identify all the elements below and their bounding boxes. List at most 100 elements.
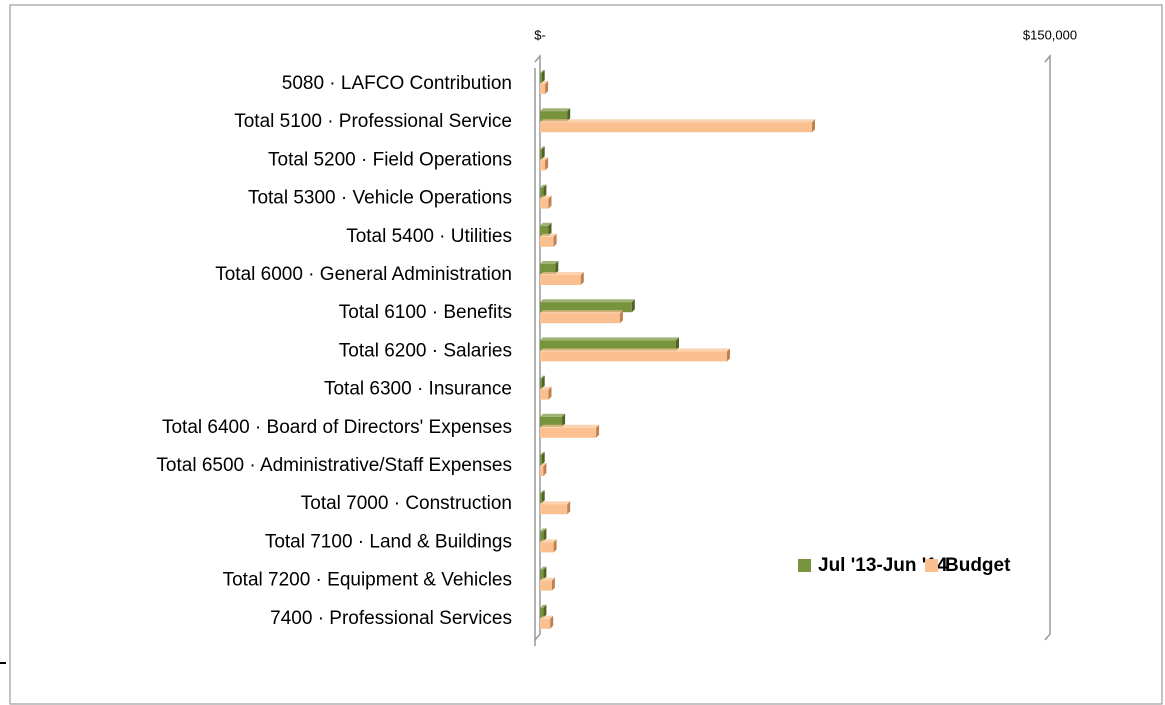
bar xyxy=(540,310,623,324)
bar xyxy=(540,528,547,542)
y-tick-label: Total 5200 · Field Operations xyxy=(268,149,512,170)
bar-part xyxy=(540,386,552,390)
legend-swatch xyxy=(925,559,938,572)
legend-label: Budget xyxy=(945,555,1011,576)
bar-part xyxy=(540,493,542,504)
bar-part xyxy=(540,351,727,362)
bar-part xyxy=(540,146,545,150)
bar-part xyxy=(540,501,571,505)
bar-part xyxy=(541,490,545,504)
bar-part xyxy=(540,424,600,428)
bar-part xyxy=(543,604,547,618)
bar xyxy=(540,195,552,209)
bar-part xyxy=(548,195,552,209)
bar-part xyxy=(540,272,584,275)
bar-part xyxy=(540,542,554,553)
bar-part xyxy=(540,119,815,123)
bar-part xyxy=(540,455,542,465)
bar-part xyxy=(545,157,549,171)
bar-part xyxy=(596,424,600,438)
bar-part xyxy=(540,313,620,324)
bar-part xyxy=(540,378,542,389)
bar-part xyxy=(540,275,581,285)
bar-part xyxy=(541,375,545,389)
bar-part xyxy=(550,615,554,629)
bar xyxy=(540,452,545,465)
bar xyxy=(540,337,679,351)
bar-part xyxy=(540,566,547,570)
x-tick-label: $- xyxy=(534,27,546,42)
bar-part xyxy=(540,348,730,352)
y-tick-label: Total 5100 · Professional Service xyxy=(234,111,512,132)
bar-part xyxy=(540,413,566,417)
bar xyxy=(540,119,815,133)
bar xyxy=(540,463,547,476)
bar-part xyxy=(540,615,554,619)
bar-part xyxy=(540,504,568,515)
bar xyxy=(540,272,584,285)
bar-part xyxy=(540,310,623,314)
bar-part xyxy=(540,122,812,133)
y-tick-label: Total 6100 · Benefits xyxy=(339,302,512,323)
bar-part xyxy=(540,539,557,543)
bar-part xyxy=(540,108,571,112)
bar-part xyxy=(580,272,584,285)
bar-part xyxy=(727,348,730,362)
bar-part xyxy=(540,528,547,532)
bar-part xyxy=(540,490,545,494)
bar-part xyxy=(553,233,557,247)
bar-part xyxy=(812,119,815,133)
bar-part xyxy=(540,198,549,209)
bar-part xyxy=(543,528,547,542)
legend-label: Jul '13-Jun '14 xyxy=(818,555,948,576)
grid-line xyxy=(1044,53,1051,641)
bar-part xyxy=(540,375,545,379)
bar-part xyxy=(540,261,559,264)
bar-part xyxy=(541,452,545,465)
bar-part xyxy=(543,463,547,476)
bar-part xyxy=(540,264,556,274)
bar-part xyxy=(551,577,555,591)
y-tick-label: Total 5300 · Vehicle Operations xyxy=(248,188,512,209)
y-tick-label: Total 5400 · Utilities xyxy=(346,226,512,247)
y-tick-label: Total 6000 · General Administration xyxy=(215,264,512,285)
bar-part xyxy=(540,111,568,122)
bar xyxy=(540,577,555,591)
bar-part xyxy=(553,539,557,553)
bar xyxy=(540,490,545,504)
y-tick-label: Total 7200 · Equipment & Vehicles xyxy=(223,570,512,591)
bar-part xyxy=(543,566,547,580)
bar xyxy=(540,348,730,362)
bar xyxy=(540,108,571,122)
y-tick-label: 7400 · Professional Services xyxy=(270,608,512,629)
y-tick-label: Total 6300 · Insurance xyxy=(324,379,512,400)
bar xyxy=(540,424,600,438)
bar xyxy=(540,70,545,83)
bar-part xyxy=(540,236,554,247)
bar-part xyxy=(540,184,547,188)
bar xyxy=(540,386,552,400)
bar xyxy=(540,413,566,427)
bar xyxy=(540,261,559,274)
bar-part xyxy=(540,160,546,171)
bar-part xyxy=(540,337,679,341)
bar-part xyxy=(567,501,571,515)
bar xyxy=(540,539,557,553)
bar-part xyxy=(540,73,542,83)
bar-part xyxy=(555,261,559,274)
bar xyxy=(540,233,557,247)
y-tick-label: Total 6400 · Board of Directors' Expense… xyxy=(162,417,512,438)
bar-part xyxy=(540,618,551,629)
bar-part xyxy=(548,222,552,236)
bar-part xyxy=(631,299,635,313)
bar xyxy=(540,566,547,580)
y-tick-label: Total 7000 · Construction xyxy=(301,493,512,514)
bar-part xyxy=(676,337,679,351)
bar-part xyxy=(540,427,597,438)
bar-part xyxy=(540,580,552,591)
y-tick-label: Total 6200 · Salaries xyxy=(339,340,512,361)
bar-part xyxy=(543,184,547,198)
bar-part xyxy=(540,81,549,84)
bar xyxy=(540,299,635,313)
